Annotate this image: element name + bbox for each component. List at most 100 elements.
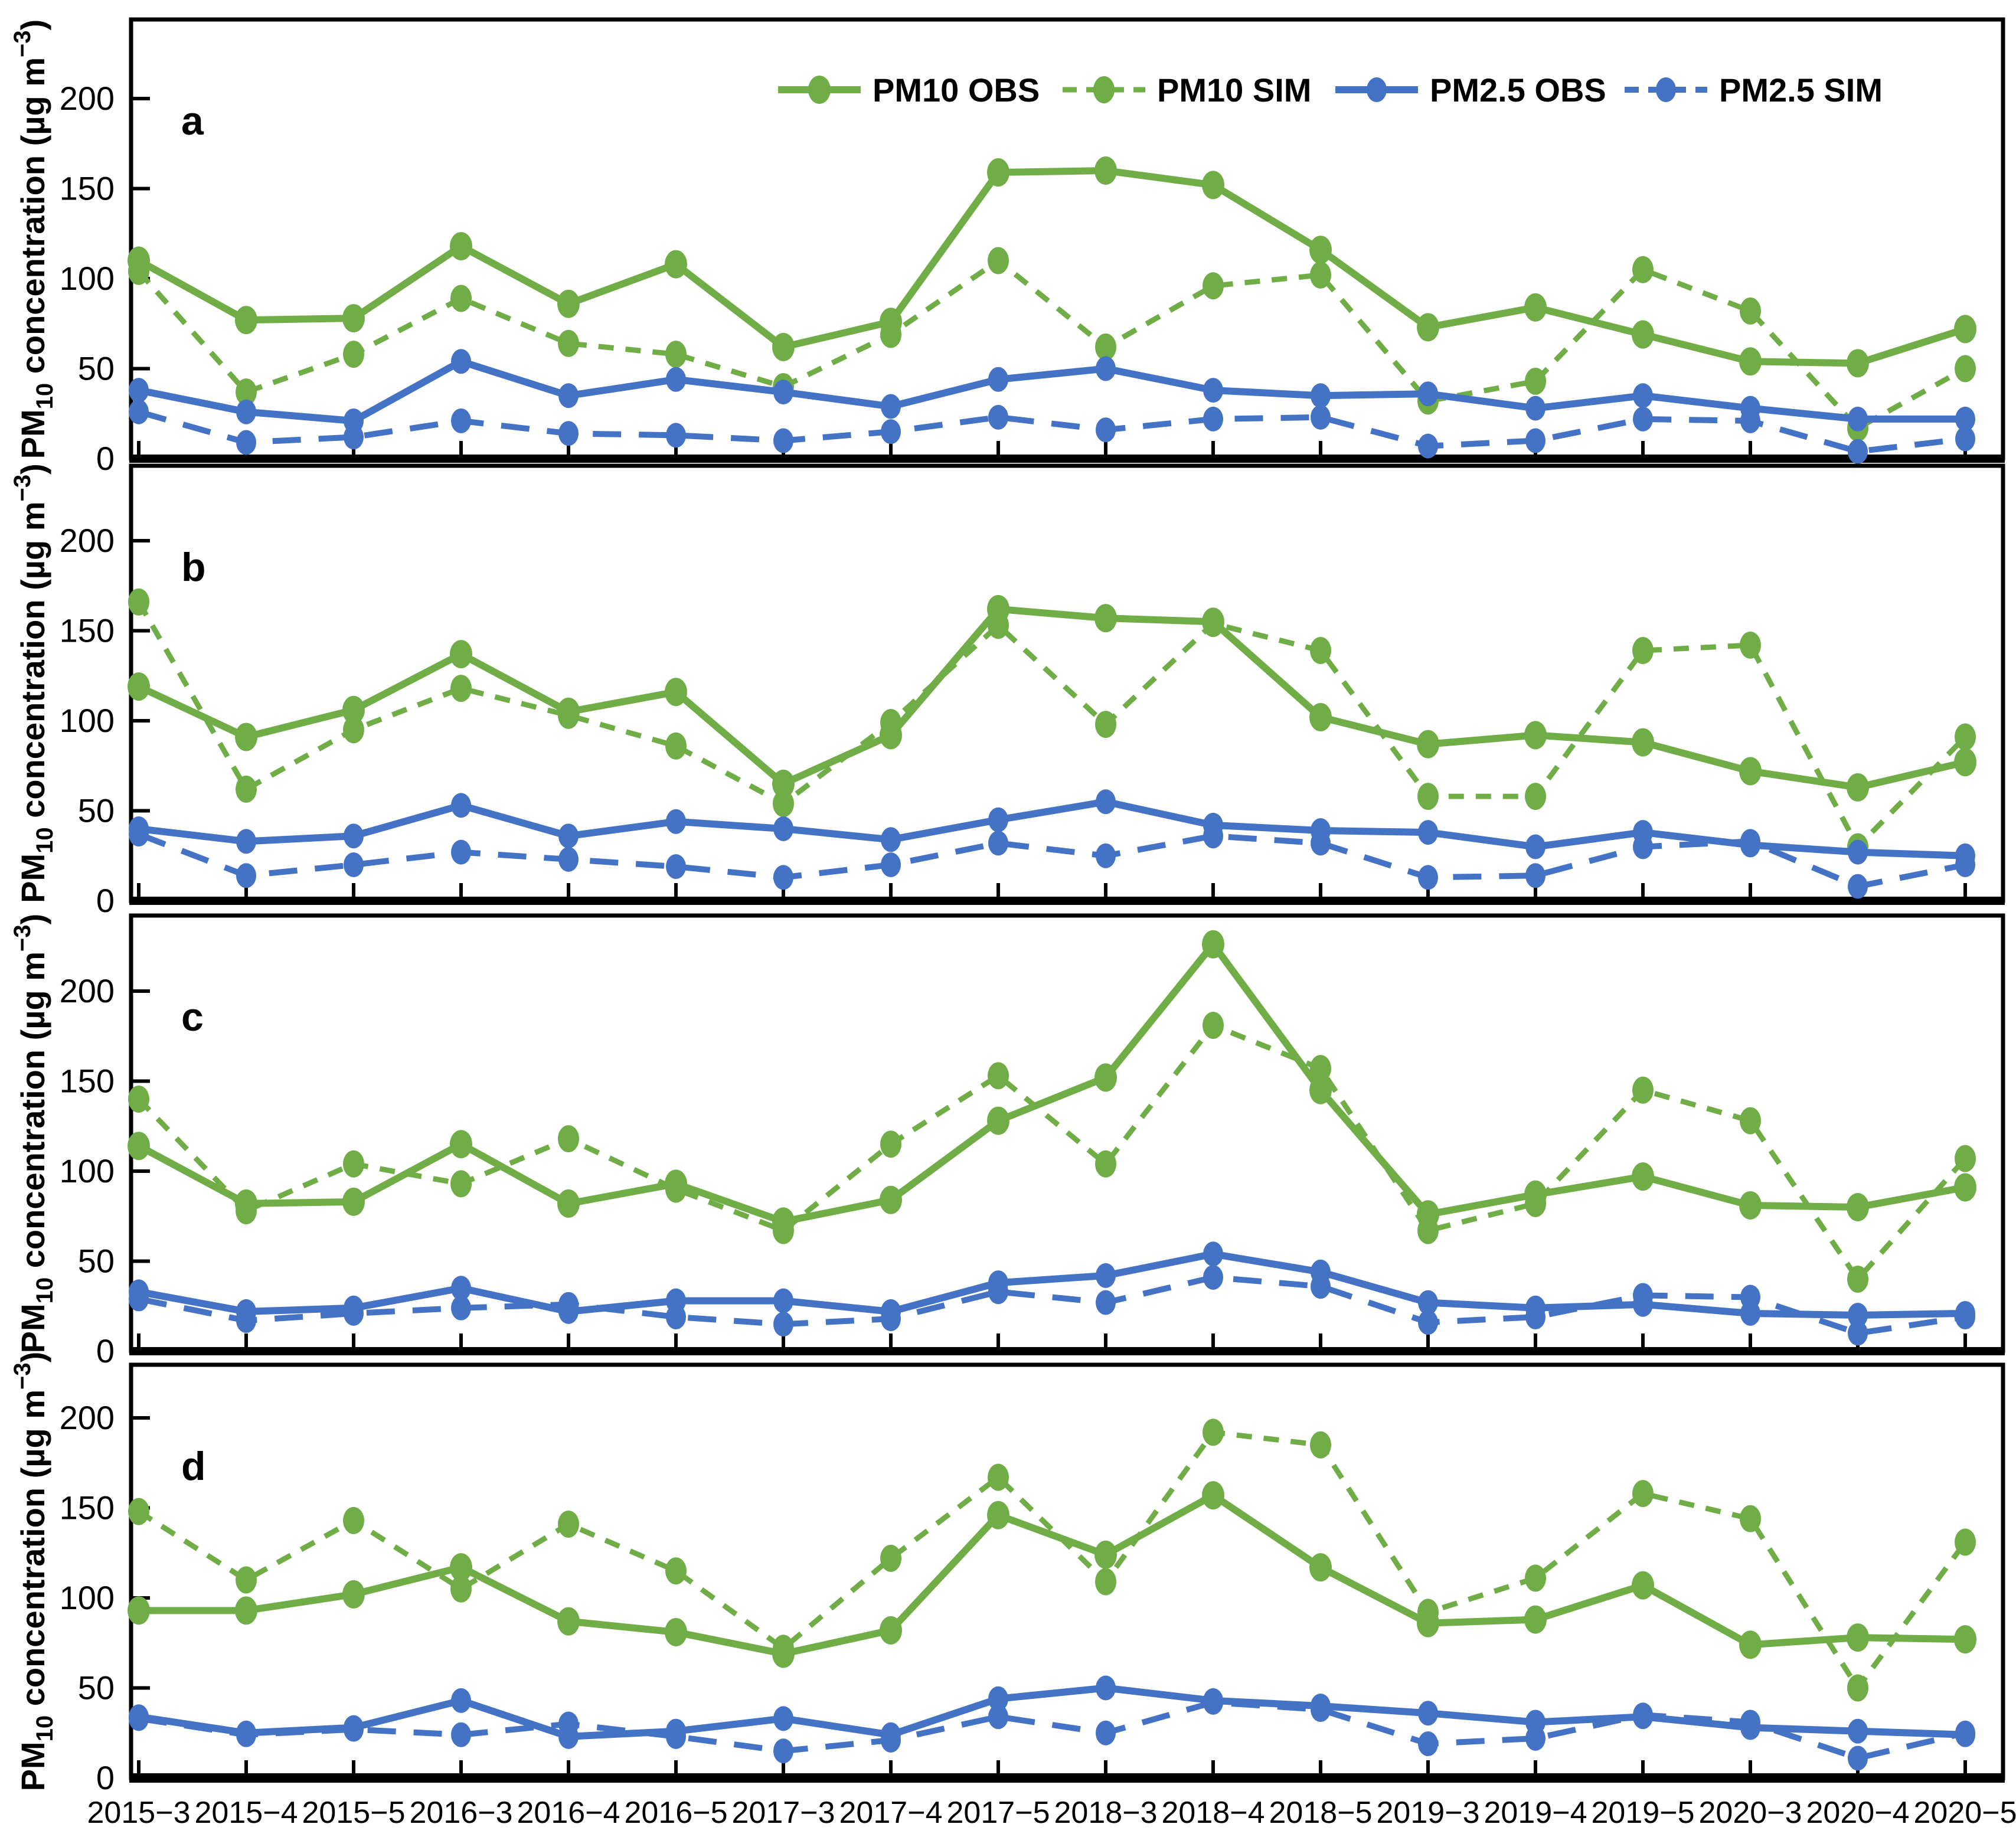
panel-d-pm2-5-sim-marker <box>1418 1731 1438 1757</box>
x-tick-label: 2018−4 <box>1162 1796 1265 1830</box>
panel-d-pm10-sim-marker <box>343 1506 364 1534</box>
y-axis-title: PM10 concentration (µg m−3) <box>9 1352 58 1792</box>
panel-c-pm10-obs-marker <box>128 1132 150 1161</box>
panel-b-pm2-5-obs-marker <box>1418 820 1438 845</box>
panel-d-pm10-sim-marker <box>773 1635 794 1662</box>
y-tick-label: 200 <box>60 972 115 1009</box>
legend-item-pm25_sim: PM2.5 SIM <box>1625 71 1883 109</box>
panel-d-pm10-sim-marker <box>450 1575 472 1603</box>
panel-d-pm10-sim-marker <box>1740 1505 1761 1532</box>
panel-b-pm2-5-sim-marker <box>558 846 579 872</box>
panel-a-pm10-obs-marker <box>987 158 1009 187</box>
panel-c-pm2-5-sim-marker <box>1203 1264 1223 1290</box>
legend-label: PM2.5 OBS <box>1430 71 1606 109</box>
panel-a-pm2-5-obs-marker <box>1848 406 1868 432</box>
panel-d-pm10-sim-marker <box>558 1510 579 1538</box>
panel-b-pm10-obs-marker <box>1309 702 1332 731</box>
panel-d-pm10-obs-marker <box>1632 1571 1654 1600</box>
panel-c-pm10-obs-marker <box>1202 930 1224 959</box>
legend-item-pm10_sim: PM10 SIM <box>1063 71 1311 109</box>
panel-b-pm10-obs-marker <box>1417 730 1439 759</box>
panel-c-pm2-5-obs-marker <box>451 1276 471 1301</box>
legend-label: PM10 OBS <box>873 71 1040 109</box>
panel-a-pm2-5-obs-line <box>138 357 1965 425</box>
panel-d-pm2-5-sim-marker <box>558 1711 579 1737</box>
panel-b-pm2-5-sim-marker <box>1740 829 1760 854</box>
panel-d-pm10-sim-marker <box>1525 1564 1546 1592</box>
panel-a-pm2-5-obs-marker <box>881 394 901 419</box>
panel-c-pm2-5-sim-marker <box>236 1308 256 1333</box>
panel-c-pm10-obs-marker <box>342 1187 365 1216</box>
panel-b-pm2-5-obs-marker <box>666 809 686 834</box>
panel-b-pm10-obs-marker <box>1954 748 1976 777</box>
y-tick-label: 200 <box>60 522 115 559</box>
panel-a-pm2-5-obs-marker <box>1311 383 1331 408</box>
panel-c-pm2-5-obs-marker <box>1418 1290 1438 1315</box>
panel-b-pm10-sim-marker <box>1417 783 1439 810</box>
panel-c-pm2-5-sim-marker <box>1525 1305 1546 1330</box>
panel-b-pm10-obs-marker <box>235 723 257 751</box>
panel-c-pm2-5-obs-line <box>138 1250 1966 1319</box>
panel-a-pm2-5-sim-marker <box>881 419 901 444</box>
x-tick-label: 2020−5 <box>1914 1796 2016 1830</box>
y-tick-label: 50 <box>78 350 115 387</box>
panel-b-pm10-obs-marker <box>665 678 687 707</box>
y-tick-label: 100 <box>60 702 115 739</box>
panel-a-pm2-5-obs-marker <box>1633 383 1653 408</box>
legend-item-pm10_obs: PM10 OBS <box>778 71 1040 109</box>
panel-a-pm10-sim-marker <box>988 247 1009 274</box>
panel-b-pm10-sim-marker <box>450 675 472 702</box>
panel-c-pm2-5-sim-marker <box>558 1292 579 1317</box>
panel-c-pm2-5-sim-marker <box>451 1295 471 1320</box>
x-tick-label: 2017−3 <box>732 1796 835 1830</box>
panel-c-pm10-sim-marker <box>343 1150 364 1178</box>
panel-a-pm10-sim-marker <box>1095 333 1116 361</box>
panel-b-pm10-sim-marker <box>343 716 364 744</box>
panel-b-pm2-5-sim-marker <box>344 852 364 877</box>
panel-c-pm2-5-sim-marker <box>1955 1305 1975 1330</box>
panel-a-pm10-obs-marker <box>1632 320 1654 349</box>
panel-d-pm2-5-sim-marker <box>1096 1720 1116 1746</box>
panel-a-pm10-obs-marker <box>342 304 365 333</box>
panel-b-pm2-5-sim-marker <box>666 854 686 880</box>
panel-d-pm10-sim-marker <box>236 1566 257 1594</box>
panel-d-pm2-5-sim-marker <box>1525 1725 1546 1751</box>
legend-label: PM2.5 SIM <box>1719 71 1883 109</box>
panel-b-pm10-obs-marker <box>1094 604 1117 633</box>
y-tick-label: 200 <box>60 80 115 117</box>
panel-a-pm2-5-sim-line <box>138 408 1966 455</box>
panel-letter-d: d <box>181 1444 206 1489</box>
y-tick-label: 50 <box>78 1243 115 1280</box>
panel-b-pm10-sim-marker <box>665 732 687 760</box>
panel-b-pm10-obs-marker <box>450 640 472 669</box>
panel-c-pm10-obs-marker <box>1309 1076 1332 1104</box>
panel-c-pm10-sim-marker <box>1632 1076 1654 1104</box>
panel-a-pm10-sim-marker <box>450 285 472 312</box>
panel-b-pm2-5-sim-marker <box>236 863 256 888</box>
legend: PM10 OBS PM10 SIM PM2.5 OBS PM2.5 SIM <box>778 71 1883 109</box>
legend-marker <box>1656 77 1676 102</box>
panel-d-pm10-sim-marker <box>880 1544 901 1572</box>
panel-b-pm10-obs-line <box>137 605 1966 791</box>
panel-a-pm2-5-obs-marker <box>1525 395 1546 421</box>
panel-d-pm10-sim-marker <box>1417 1599 1439 1626</box>
panel-c-pm2-5-sim-marker <box>1418 1310 1438 1335</box>
y-axis-title: PM10 concentration (µg m−3) <box>9 914 58 1354</box>
y-tick-label: 200 <box>60 1399 115 1436</box>
panel-a-pm10-obs-marker <box>1094 156 1117 185</box>
y-tick-label: 50 <box>78 792 115 829</box>
panel-c-pm2-5-obs-marker <box>1848 1303 1868 1328</box>
panel-a-pm10-obs-marker <box>1202 171 1224 200</box>
panel-b-pm10-sim-marker <box>773 790 794 818</box>
legend-marker <box>808 76 831 104</box>
panel-c-pm10-obs-marker <box>1094 1063 1117 1092</box>
panel-b-pm2-5-obs-marker <box>988 807 1008 832</box>
panel-b-pm10-sim-marker <box>1203 610 1224 638</box>
panel-a-pm10-obs-marker <box>1309 236 1332 264</box>
panel-c-pm10-sim-marker <box>880 1130 901 1158</box>
panel-a-pm2-5-obs-marker <box>236 399 256 424</box>
x-tick-label: 2016−4 <box>517 1796 620 1830</box>
panel-c-pm10-sim-marker <box>1955 1145 1976 1172</box>
panel-a-pm10-obs-marker <box>665 250 687 279</box>
